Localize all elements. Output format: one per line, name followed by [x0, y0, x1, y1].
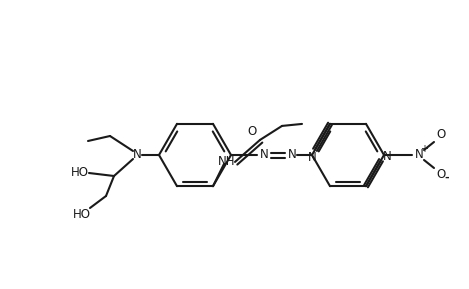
Text: N: N	[308, 151, 317, 164]
Text: N: N	[260, 149, 268, 162]
Text: +: +	[420, 144, 428, 154]
Text: N: N	[133, 149, 141, 162]
Text: -: -	[445, 173, 449, 183]
Text: HO: HO	[73, 208, 91, 221]
Text: N: N	[287, 149, 296, 162]
Text: N: N	[383, 150, 391, 163]
Text: O: O	[436, 168, 446, 181]
Text: HO: HO	[71, 166, 89, 179]
Text: O: O	[247, 125, 257, 138]
Text: N: N	[415, 149, 424, 162]
Text: NH: NH	[218, 155, 236, 168]
Text: O: O	[436, 129, 446, 142]
